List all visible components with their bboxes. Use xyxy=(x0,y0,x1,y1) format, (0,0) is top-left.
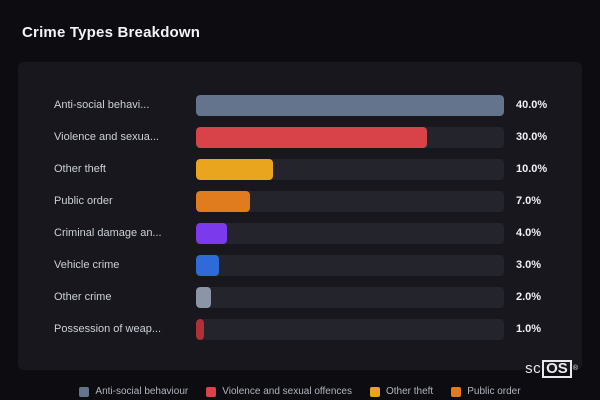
bar[interactable] xyxy=(196,286,212,308)
bar-track xyxy=(196,94,504,116)
chart-legend: Anti-social behaviour Violence and sexual… xyxy=(0,386,600,397)
legend-swatch-icon xyxy=(451,386,462,397)
scos-logo: sc OS ® xyxy=(525,360,578,378)
bar-track xyxy=(196,158,504,180)
value-label: 2.0% xyxy=(516,291,542,303)
logo-text-os: OS xyxy=(542,360,572,378)
bar[interactable] xyxy=(196,158,273,180)
bar[interactable] xyxy=(196,318,204,340)
bar-chart: Anti-social behavi... 40.0% Violence and s… xyxy=(54,89,564,345)
value-label: 7.0% xyxy=(516,195,542,207)
category-label: Criminal damage an... xyxy=(54,227,162,239)
legend-item[interactable]: Other theft xyxy=(369,386,434,397)
category-label: Public order xyxy=(54,195,113,207)
value-label: 10.0% xyxy=(516,163,548,175)
chart-panel: Anti-social behavi... 40.0% Violence and s… xyxy=(18,62,582,370)
value-label: 30.0% xyxy=(516,131,548,143)
bar-track xyxy=(196,254,504,276)
category-label: Other crime xyxy=(54,291,112,303)
category-label: Vehicle crime xyxy=(54,259,120,271)
legend-item[interactable]: Anti-social behaviour xyxy=(79,386,188,397)
legend-item[interactable]: Violence and sexual offences xyxy=(206,386,352,397)
legend-label: Violence and sexual offences xyxy=(222,386,352,397)
legend-label: Other theft xyxy=(385,386,434,397)
legend-swatch-icon xyxy=(369,386,380,397)
bar-row: Other theft 10.0% xyxy=(54,153,564,185)
bar-track xyxy=(196,318,504,340)
category-label: Other theft xyxy=(54,163,106,175)
bar-track xyxy=(196,126,504,148)
bar[interactable] xyxy=(196,254,220,276)
bar-row: Anti-social behavi... 40.0% xyxy=(54,89,564,121)
legend-label: Anti-social behaviour xyxy=(95,386,189,397)
bar-row: Violence and sexua... 30.0% xyxy=(54,121,564,153)
category-label: Anti-social behavi... xyxy=(54,99,150,111)
bar[interactable] xyxy=(196,222,227,244)
bar-track xyxy=(196,222,504,244)
legend-swatch-icon xyxy=(206,386,217,397)
bar-row: Public order 7.0% xyxy=(54,185,564,217)
bar-row: Vehicle crime 3.0% xyxy=(54,249,564,281)
bar[interactable] xyxy=(196,126,427,148)
logo-text-sc: sc xyxy=(525,360,542,377)
value-label: 4.0% xyxy=(516,227,542,239)
legend-item[interactable]: Public order xyxy=(451,386,521,397)
bar-row: Criminal damage an... 4.0% xyxy=(54,217,564,249)
value-label: 3.0% xyxy=(516,259,542,271)
category-label: Possession of weap... xyxy=(54,323,162,335)
bar-track xyxy=(196,286,504,308)
value-label: 40.0% xyxy=(516,99,548,111)
bar[interactable] xyxy=(196,190,250,212)
category-label: Violence and sexua... xyxy=(54,131,159,143)
legend-label: Public order xyxy=(467,386,521,397)
bar-row: Possession of weap... 1.0% xyxy=(54,313,564,345)
value-label: 1.0% xyxy=(516,323,542,335)
page-title: Crime Types Breakdown xyxy=(22,24,201,41)
bar-track xyxy=(196,190,504,212)
bar-row: Other crime 2.0% xyxy=(54,281,564,313)
registered-mark: ® xyxy=(572,365,578,372)
bar[interactable] xyxy=(196,94,504,116)
legend-swatch-icon xyxy=(79,386,90,397)
